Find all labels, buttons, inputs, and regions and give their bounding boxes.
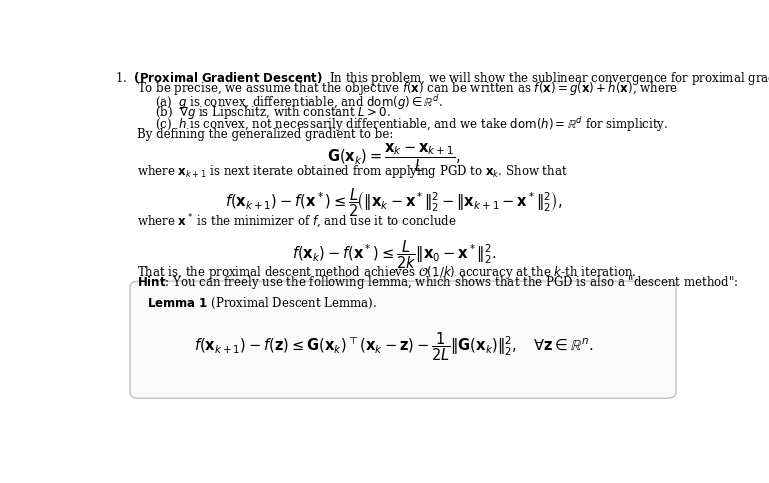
Text: where $\mathbf{x}^*$ is the minimizer of $f$, and use it to conclude: where $\mathbf{x}^*$ is the minimizer of… [137, 213, 457, 231]
Text: $f(\mathbf{x}_k) - f(\mathbf{x}^*) \leq \dfrac{L}{2k}\|\mathbf{x}_0 - \mathbf{x}: $f(\mathbf{x}_k) - f(\mathbf{x}^*) \leq … [292, 238, 496, 270]
Text: $\mathbf{G}(\mathbf{x}_k) = \dfrac{\mathbf{x}_k - \mathbf{x}_{k+1}}{L},$: $\mathbf{G}(\mathbf{x}_k) = \dfrac{\math… [328, 142, 461, 174]
Text: To be precise, we assume that the objective $f(\mathbf{x})$ can be written as $f: To be precise, we assume that the object… [137, 80, 677, 97]
Text: 1.  $\mathbf{(Proximal\ Gradient\ Descent)}$  In this problem, we will show the : 1. $\mathbf{(Proximal\ Gradient\ Descent… [115, 70, 769, 87]
Text: $\mathbf{Lemma\ 1}$ (Proximal Descent Lemma).: $\mathbf{Lemma\ 1}$ (Proximal Descent Le… [147, 296, 377, 311]
Text: $f(\mathbf{x}_{k+1}) - f(\mathbf{x}^*) \leq \dfrac{L}{2}\!\left(\|\mathbf{x}_k -: $f(\mathbf{x}_{k+1}) - f(\mathbf{x}^*) \… [225, 186, 563, 219]
Text: $\mathbf{Hint}$: You can freely use the following lemma, which shows that the PG: $\mathbf{Hint}$: You can freely use the … [137, 274, 738, 291]
Text: By defining the generalized gradient to be:: By defining the generalized gradient to … [137, 128, 393, 141]
Text: (a)  $g$ is convex, differentiable, and $\mathrm{dom}(g) \in \mathbb{R}^d$.: (a) $g$ is convex, differentiable, and $… [155, 93, 442, 112]
Text: where $\mathbf{x}_{k+1}$ is next iterate obtained from applying PGD to $\mathbf{: where $\mathbf{x}_{k+1}$ is next iterate… [137, 163, 568, 180]
FancyBboxPatch shape [130, 281, 676, 398]
Text: That is, the proximal descent method achieves $\mathcal{O}(1/k)$ accuracy at the: That is, the proximal descent method ach… [137, 264, 636, 282]
Text: $f(\mathbf{x}_{k+1}) - f(\mathbf{z}) \leq \mathbf{G}(\mathbf{x}_k)^\top(\mathbf{: $f(\mathbf{x}_{k+1}) - f(\mathbf{z}) \le… [195, 330, 594, 363]
Text: (c)  $h$ is convex, not necessarily differentiable, and we take $\mathrm{dom}(h): (c) $h$ is convex, not necessarily diffe… [155, 115, 667, 134]
Text: (b)  $\nabla g$ is Lipschitz, with constant $L > 0$.: (b) $\nabla g$ is Lipschitz, with consta… [155, 104, 391, 121]
